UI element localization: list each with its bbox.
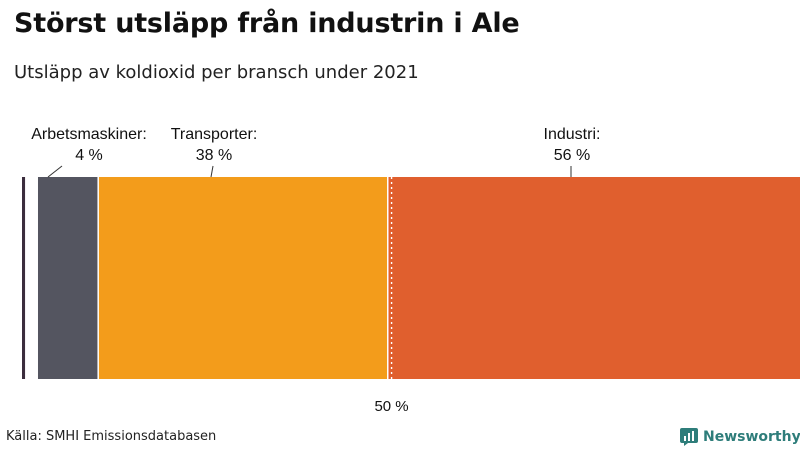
chart-logo-icon <box>680 428 698 446</box>
reference-line-label: 50 % <box>374 398 408 415</box>
brand-logo: Newsworthy <box>680 428 800 446</box>
chart-title: Störst utsläpp från industrin i Ale <box>14 8 520 39</box>
bar-segment-segment-0 <box>22 177 26 379</box>
segment-value-label: 38 % <box>196 147 232 164</box>
chart-subtitle: Utsläpp av koldioxid per bransch under 2… <box>14 62 419 83</box>
brand-name: Newsworthy <box>703 429 800 445</box>
bar-segment-segment-1 <box>25 177 38 379</box>
bar-segment-industri <box>387 177 800 379</box>
bar-segment-transporter <box>98 177 388 379</box>
segment-value-label: 56 % <box>554 147 590 164</box>
label-leader-line <box>210 165 214 178</box>
bar-segment-arbetsmaskiner <box>37 177 99 379</box>
segment-value-label: 4 % <box>75 147 103 164</box>
segment-label: Industri: <box>544 126 601 143</box>
segment-label: Arbetsmaskiner: <box>31 126 147 143</box>
segment-label: Transporter: <box>171 126 258 143</box>
label-leader-line <box>47 165 63 178</box>
source-note: Källa: SMHI Emissionsdatabasen <box>6 429 217 444</box>
